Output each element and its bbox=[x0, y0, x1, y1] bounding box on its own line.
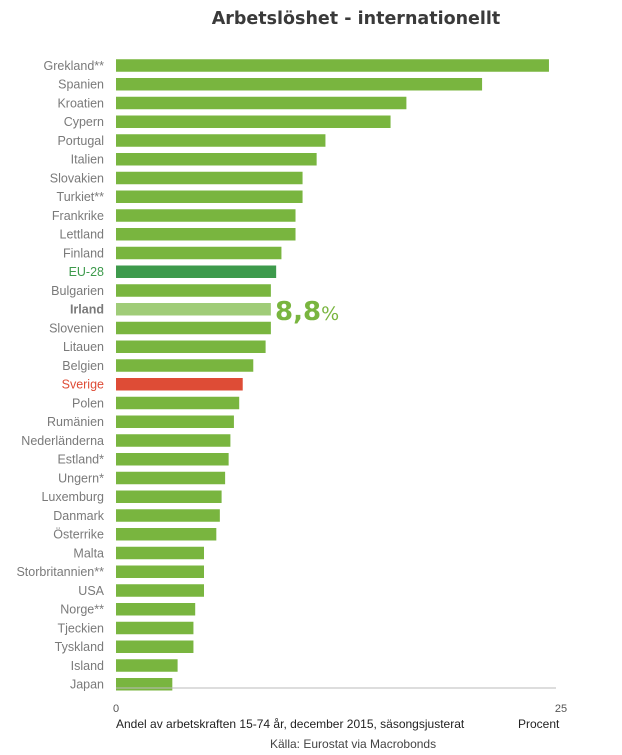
bar bbox=[116, 359, 254, 372]
bar bbox=[116, 153, 317, 166]
category-label: Grekland** bbox=[44, 59, 105, 73]
category-label: Italien bbox=[71, 153, 104, 167]
bar bbox=[116, 471, 226, 485]
category-label: USA bbox=[78, 584, 104, 598]
bar bbox=[116, 321, 271, 335]
bar bbox=[116, 171, 303, 185]
x-tick-label: 0 bbox=[113, 703, 119, 715]
category-label: Slovenien bbox=[49, 321, 104, 335]
bar bbox=[116, 659, 178, 672]
category-label: Ungern* bbox=[58, 471, 104, 485]
category-label: Finland bbox=[63, 246, 104, 260]
category-label: Bulgarien bbox=[51, 284, 104, 298]
bar bbox=[116, 565, 204, 578]
category-label: Belgien bbox=[62, 359, 104, 373]
category-label: Japan bbox=[70, 678, 104, 692]
category-label: Nederländerna bbox=[21, 434, 104, 448]
category-label: EU-28 bbox=[69, 265, 104, 279]
category-label: Estland* bbox=[57, 453, 104, 467]
category-label: Kroatien bbox=[57, 96, 104, 110]
bar bbox=[116, 415, 234, 428]
category-labels: Grekland** Spanien Kroatien Cypern Portugal I… bbox=[16, 59, 104, 692]
bar bbox=[116, 378, 243, 391]
category-label: Spanien bbox=[58, 78, 104, 92]
bar bbox=[116, 59, 549, 72]
x-unit-label: Procent bbox=[518, 717, 560, 731]
category-label: Österrike bbox=[53, 528, 104, 542]
bar bbox=[116, 190, 303, 203]
bar bbox=[116, 490, 222, 503]
bar bbox=[116, 78, 483, 91]
bar bbox=[116, 96, 407, 110]
bar bbox=[116, 134, 326, 147]
bar bbox=[116, 546, 204, 560]
bars bbox=[116, 59, 549, 691]
source-note: Källa: Eurostat via Macrobonds bbox=[270, 737, 436, 751]
bar bbox=[116, 228, 296, 241]
bar bbox=[116, 584, 204, 597]
category-label: Luxemburg bbox=[41, 490, 104, 504]
category-label: Storbritannien** bbox=[16, 565, 104, 579]
category-label: Slovakien bbox=[50, 171, 104, 185]
bar bbox=[116, 396, 240, 410]
category-label: Island bbox=[71, 659, 104, 673]
category-label: Cypern bbox=[64, 115, 104, 129]
bar bbox=[116, 246, 282, 260]
highlight-value-callout: 8,8% bbox=[275, 297, 339, 327]
category-label: Polen bbox=[72, 396, 104, 410]
bar bbox=[116, 434, 231, 447]
category-label: Norge** bbox=[60, 603, 104, 617]
category-label: Danmark bbox=[53, 509, 104, 523]
bar bbox=[116, 209, 296, 222]
category-label: Sverige bbox=[62, 378, 104, 392]
bar bbox=[116, 640, 194, 653]
bar bbox=[116, 603, 196, 616]
bar bbox=[116, 621, 194, 635]
bar bbox=[116, 678, 173, 691]
category-label: Malta bbox=[73, 546, 104, 560]
bar bbox=[116, 284, 271, 297]
category-label: Litauen bbox=[63, 340, 104, 354]
chart-title: Arbetslöshet - internationellt bbox=[211, 9, 501, 29]
highlight-value: 8,8 bbox=[275, 297, 321, 327]
category-label: Tyskland bbox=[55, 640, 104, 654]
category-label: Lettland bbox=[60, 228, 105, 242]
bar bbox=[116, 265, 277, 278]
bar bbox=[116, 453, 229, 466]
bar bbox=[116, 528, 217, 541]
category-label: Frankrike bbox=[52, 209, 104, 223]
bar bbox=[116, 115, 391, 128]
category-label: Rumänien bbox=[47, 415, 104, 429]
x-axis-label: Andel av arbetskraften 15-74 år, decembe… bbox=[116, 717, 465, 731]
category-label: Portugal bbox=[57, 134, 104, 148]
bar bbox=[116, 509, 220, 522]
highlight-unit: % bbox=[321, 303, 339, 325]
category-label: Tjeckien bbox=[57, 621, 104, 635]
category-label: Turkiet** bbox=[57, 190, 105, 204]
x-tick-label: 25 bbox=[555, 703, 567, 715]
category-label: Irland bbox=[70, 303, 104, 317]
bar bbox=[116, 340, 266, 353]
bar bbox=[116, 303, 271, 316]
